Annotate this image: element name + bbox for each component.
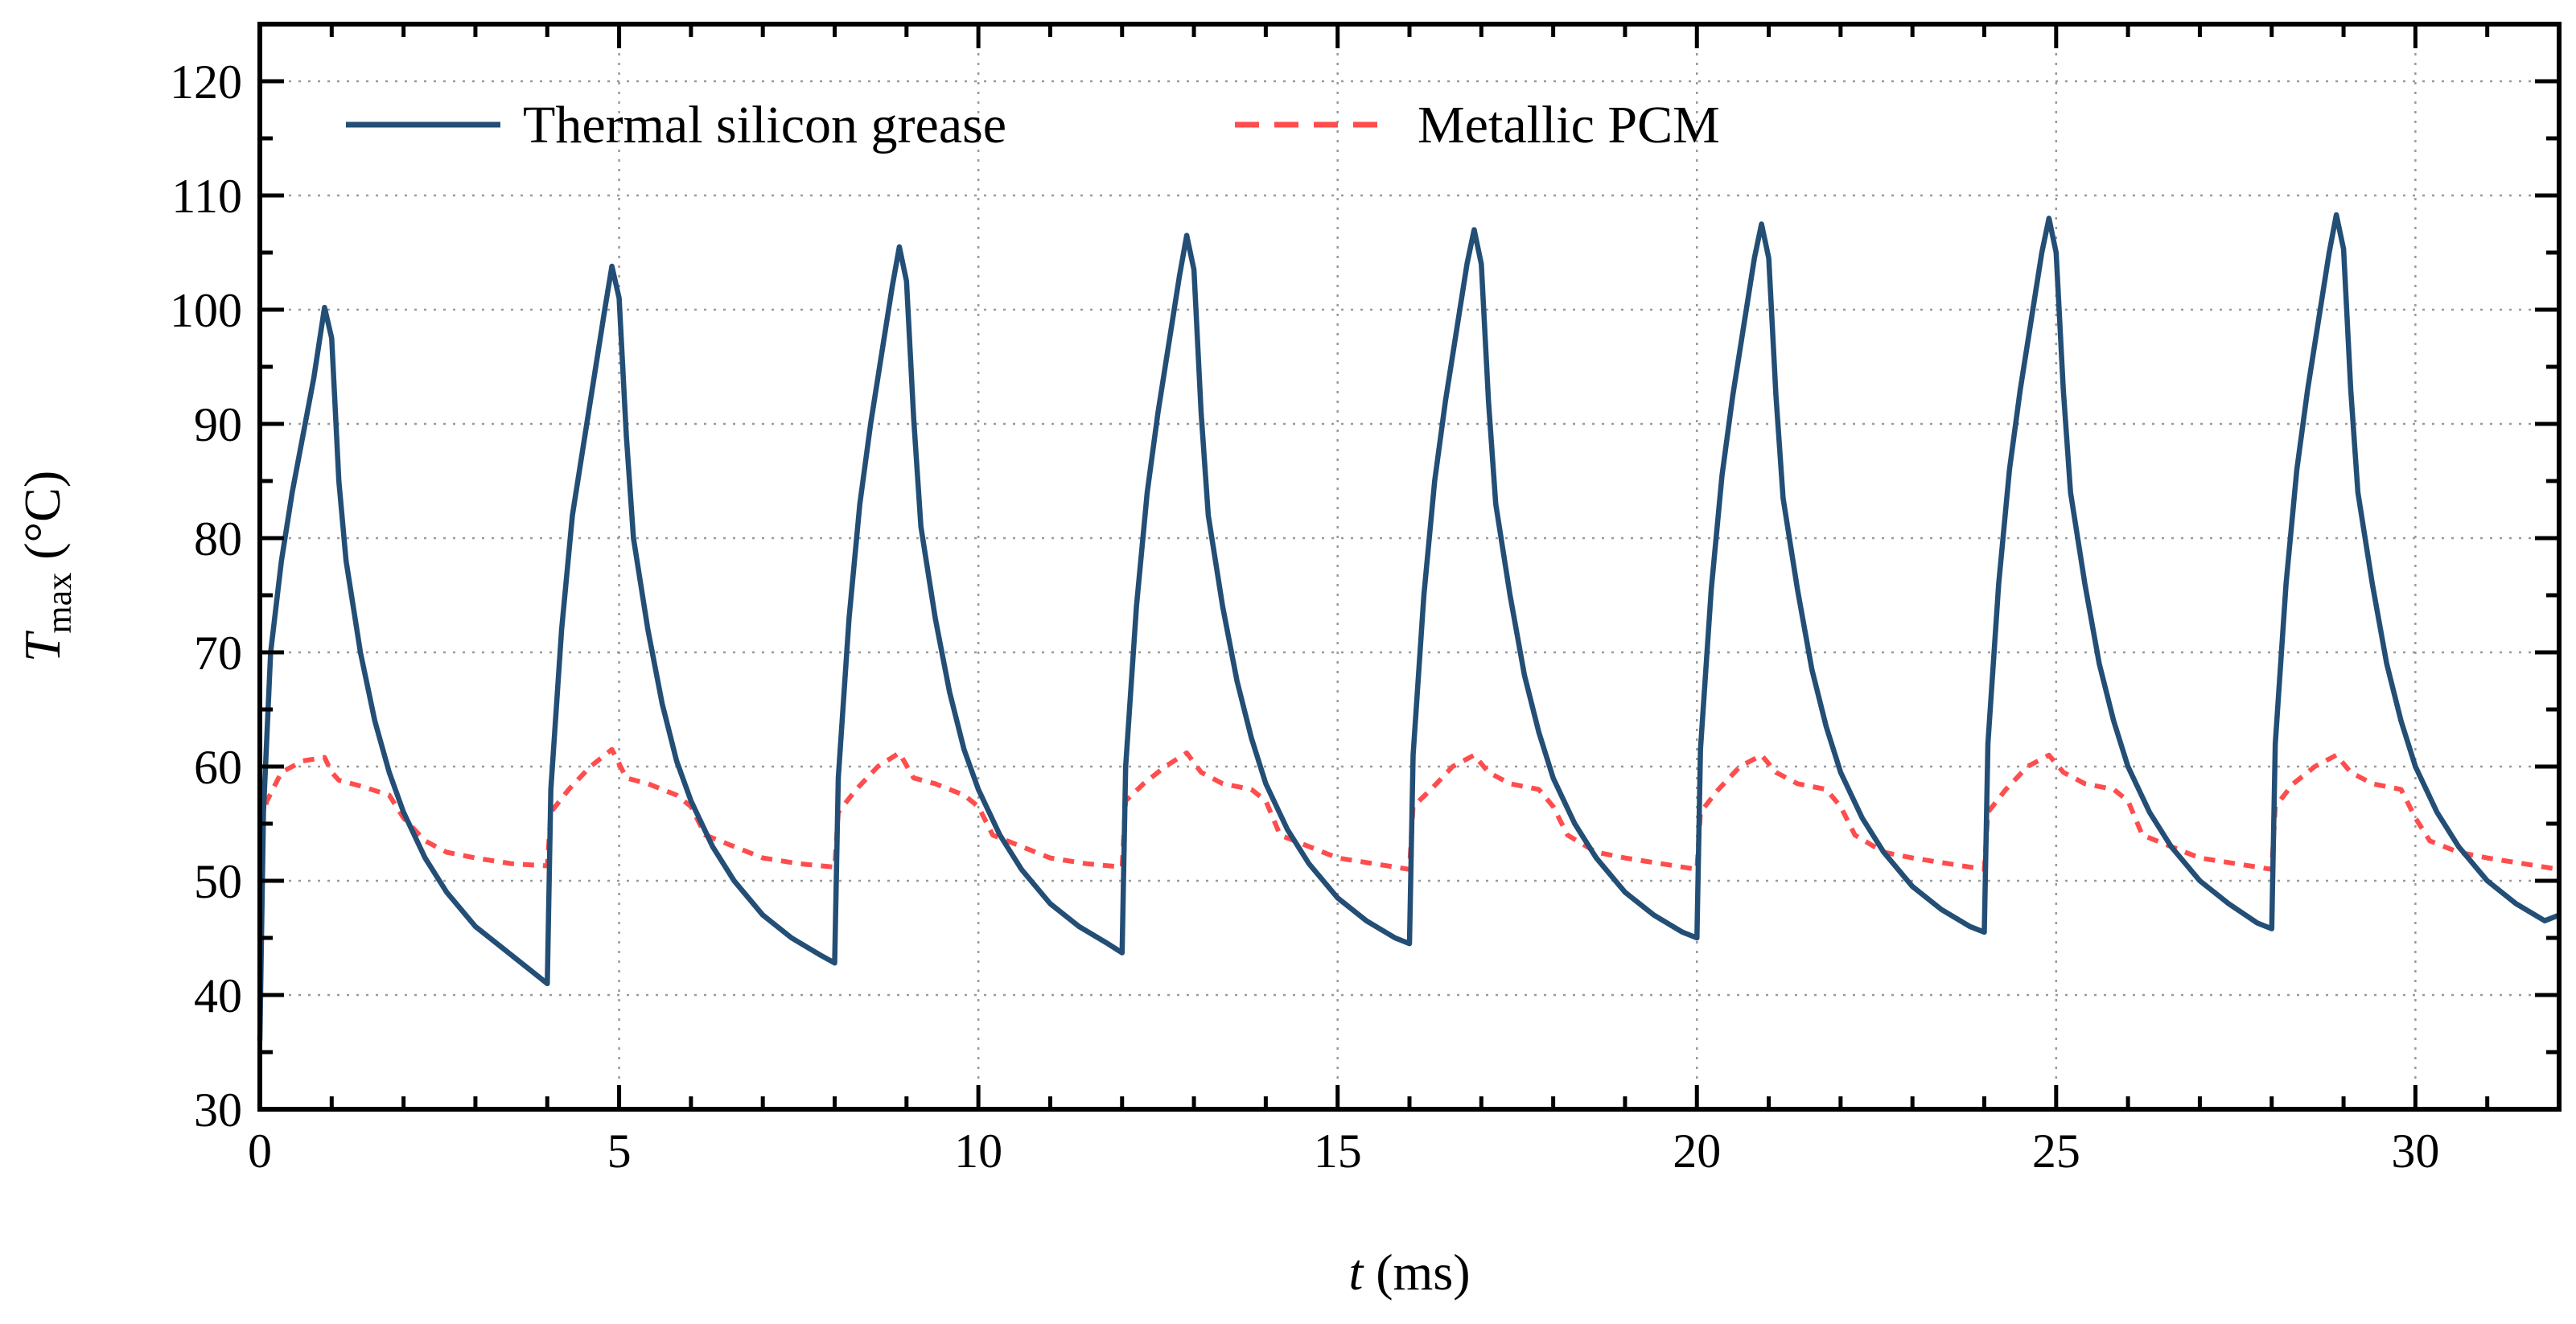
axis-ticks [257, 22, 2562, 1112]
y-tick-label: 80 [194, 512, 242, 565]
x-axis-unit: (ms) [1363, 1244, 1470, 1301]
series-layer [257, 212, 2561, 1041]
y-tick-label: 120 [170, 56, 242, 109]
y-tick-label: 30 [194, 1083, 242, 1137]
x-tick-label: 5 [607, 1125, 632, 1178]
x-axis-var: t [1348, 1244, 1364, 1301]
y-axis-var: T [14, 630, 71, 662]
x-tick-label: 0 [248, 1125, 272, 1178]
x-tick-label: 30 [2391, 1125, 2439, 1178]
legend-label-thermal-silicon-grease: Thermal silicon grease [523, 96, 1006, 154]
legend: Thermal silicon grease Metallic PCM [346, 96, 1720, 154]
grid-lines [260, 24, 2559, 1109]
plot-frame [257, 22, 2562, 1112]
y-axis-sub: max [39, 573, 79, 634]
y-tick-label: 110 [171, 170, 242, 223]
y-tick-label: 90 [194, 398, 242, 451]
series-line-metallic-pcm [257, 746, 2560, 872]
x-tick-label: 25 [2032, 1125, 2080, 1178]
y-axis-label: Tmax (°C) [14, 471, 79, 662]
y-tick-label: 40 [194, 969, 242, 1022]
x-tick-label: 20 [1673, 1125, 1721, 1178]
series-line-thermal-silicon-grease [257, 212, 2561, 1041]
x-tick-label: 10 [954, 1125, 1002, 1178]
legend-label-metallic-pcm: Metallic PCM [1418, 96, 1720, 154]
y-tick-label: 100 [170, 284, 242, 337]
y-axis-unit: (°C) [14, 471, 71, 573]
y-tick-label: 60 [194, 741, 242, 794]
y-tick-labels: 30 40 50 60 70 80 90 100 110 120 [170, 56, 242, 1137]
x-axis-label: t (ms) [1348, 1244, 1470, 1301]
y-tick-label: 50 [194, 855, 242, 908]
x-tick-label: 15 [1314, 1125, 1362, 1178]
y-tick-label: 70 [194, 627, 242, 680]
x-tick-labels: 0 5 10 15 20 25 30 [248, 1125, 2439, 1178]
